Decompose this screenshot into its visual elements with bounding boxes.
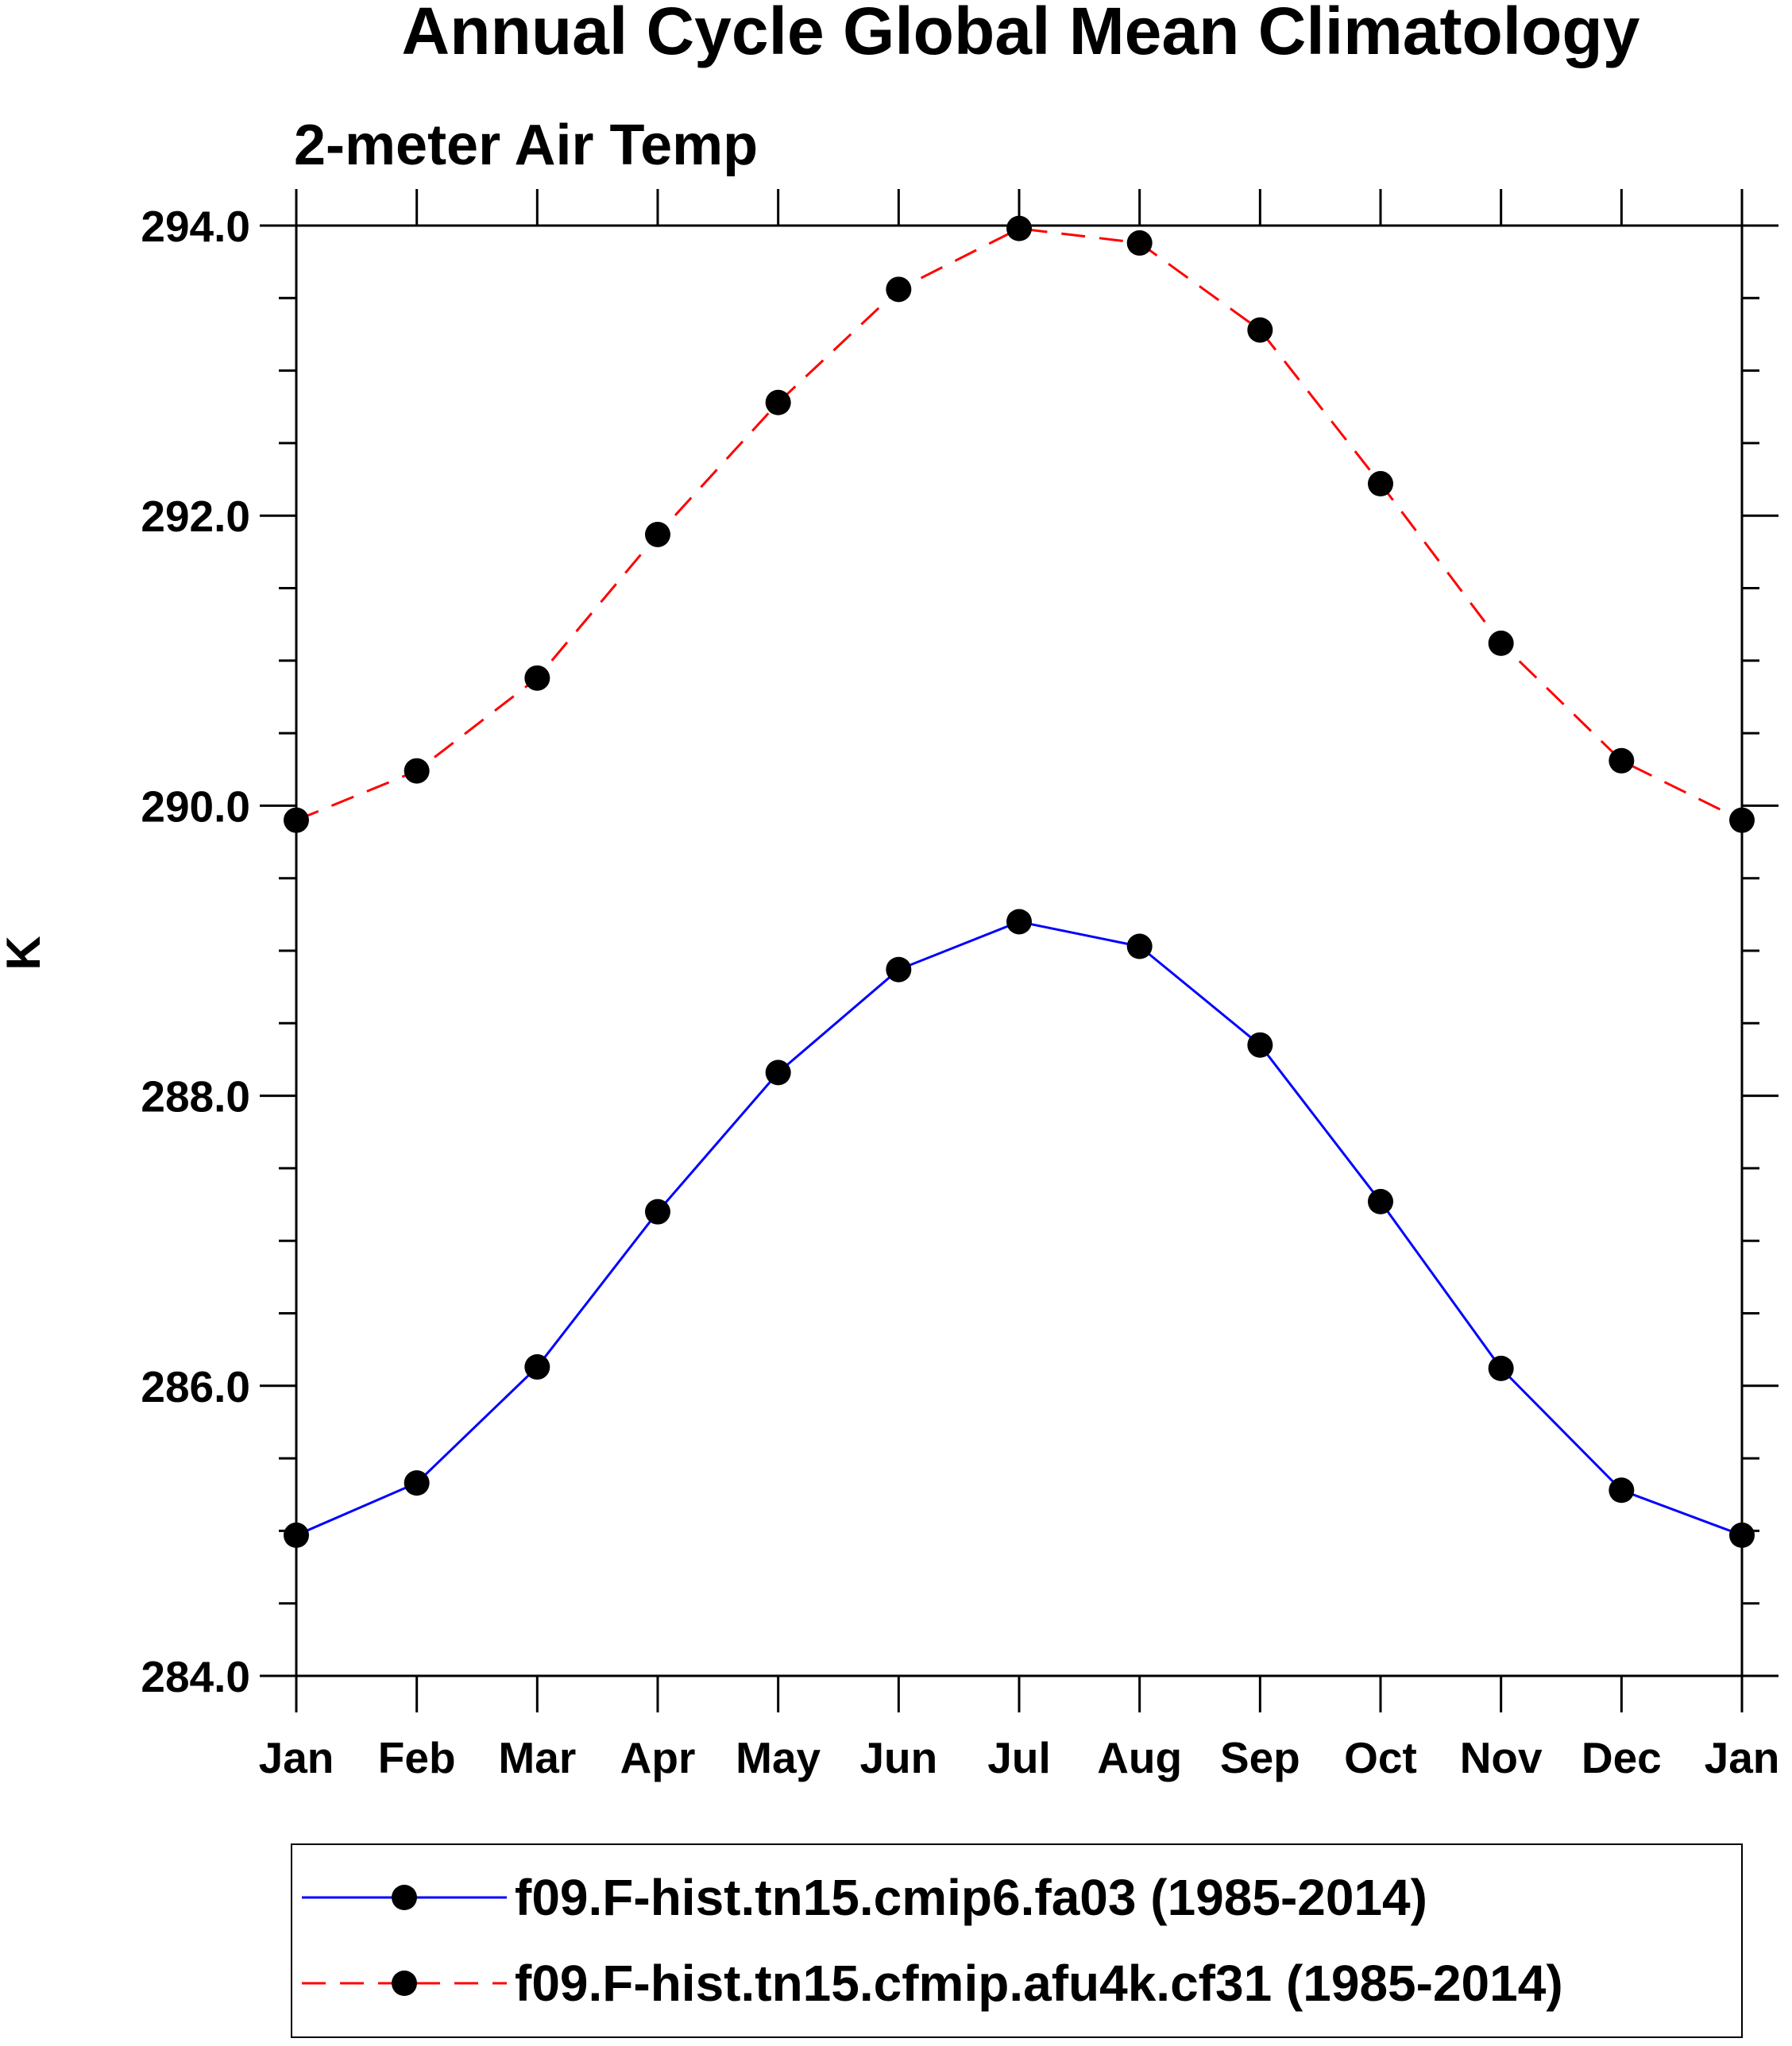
data-point-series-2: [886, 276, 912, 303]
x-tick-label: May: [736, 1733, 821, 1782]
data-point-series-2: [1488, 630, 1514, 656]
data-point-series-2: [1368, 471, 1393, 497]
data-point-series-1: [1006, 909, 1032, 935]
data-point-series-2: [404, 758, 430, 784]
x-tick-label: Sep: [1220, 1733, 1300, 1782]
data-point-series-2: [1126, 230, 1153, 256]
x-tick-label: Mar: [498, 1733, 576, 1782]
x-tick-label: Jan: [259, 1733, 334, 1782]
data-point-series-1: [1126, 933, 1153, 959]
y-tick-label: 290.0: [141, 782, 250, 831]
data-point-series-1: [1488, 1355, 1514, 1381]
chart-title: Annual Cycle Global Mean Climatology: [402, 0, 1640, 68]
data-point-series-1: [524, 1354, 550, 1380]
legend: f09.F-hist.tn15.cmip6.fa03 (1985-2014) f…: [291, 1843, 1743, 2038]
data-point-series-1: [404, 1470, 430, 1496]
x-tick-label: Nov: [1460, 1733, 1543, 1782]
x-tick-label: Jan: [1705, 1733, 1780, 1782]
series-line-1: [295, 920, 1743, 1537]
data-point-series-2: [1006, 215, 1032, 241]
x-tick-label: Oct: [1344, 1733, 1417, 1782]
data-point-series-1: [886, 956, 912, 982]
data-point-series-2: [1609, 747, 1635, 774]
x-tick-label: Jul: [987, 1733, 1050, 1782]
data-point-series-1: [1247, 1032, 1273, 1058]
y-tick-label: 294.0: [141, 202, 250, 251]
y-tick-label: 284.0: [141, 1652, 250, 1701]
y-tick-label: 292.0: [141, 492, 250, 541]
data-point-series-2: [524, 665, 550, 691]
y-tick-label: 288.0: [141, 1072, 250, 1121]
chart-subtitle: 2-meter Air Temp: [294, 114, 758, 177]
data-point-series-2: [765, 389, 791, 415]
data-point-series-2: [645, 521, 670, 547]
y-tick-label: 286.0: [141, 1362, 250, 1411]
plot-area: [284, 215, 1755, 1548]
plot-frame: [295, 224, 1744, 1677]
data-point-series-1: [765, 1060, 791, 1086]
data-point-series-1: [1368, 1188, 1393, 1214]
y-axis-label: K: [0, 936, 50, 970]
legend-label-series-2: f09.F-hist.tn15.cfmip.afu4k.cf31 (1985-2…: [515, 1955, 1563, 2012]
x-tick-label: Apr: [620, 1733, 696, 1782]
x-tick-label: Aug: [1097, 1733, 1182, 1782]
data-point-series-1: [645, 1199, 670, 1225]
legend-marker-series-2: [392, 1971, 417, 1996]
axes: 284.0 286.0 288.0 290.0 292.0 294.0 Jan Feb Mar A…: [141, 189, 1779, 1782]
series-line-2: [295, 227, 1743, 822]
legend-label-series-1: f09.F-hist.tn15.cmip6.fa03 (1985-2014): [515, 1869, 1427, 1926]
x-tick-label: Dec: [1582, 1733, 1662, 1782]
x-tick-label: Jun: [859, 1733, 937, 1782]
legend-box: [291, 1843, 1743, 2038]
data-point-series-1: [1609, 1477, 1635, 1504]
x-tick-label: Feb: [378, 1733, 456, 1782]
legend-marker-series-1: [392, 1885, 417, 1910]
data-point-series-2: [1247, 317, 1273, 343]
